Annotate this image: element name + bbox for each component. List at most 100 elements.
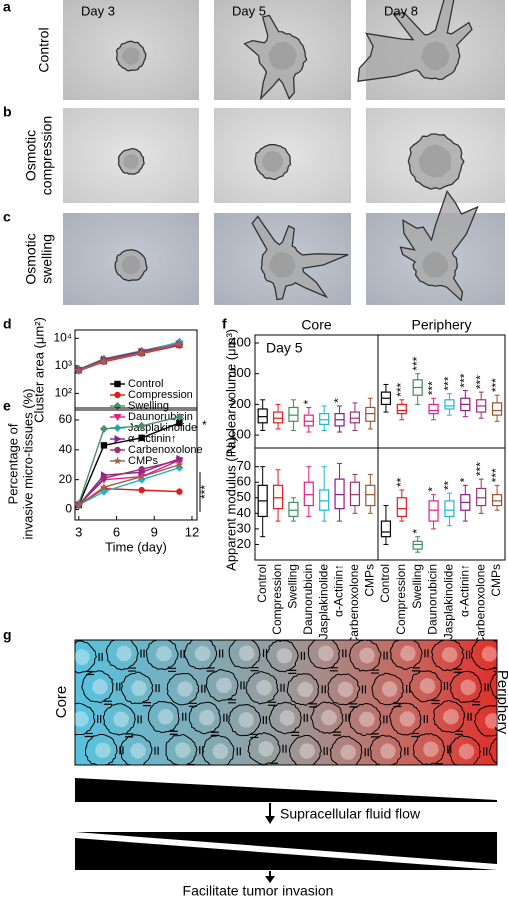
tumor-cell [120, 734, 153, 765]
y-tick-label: 60 [237, 474, 251, 489]
marker [176, 488, 183, 495]
junction [280, 683, 285, 692]
tumor-cell [413, 732, 446, 765]
panel-label: g [3, 627, 12, 643]
nucleus [216, 677, 232, 694]
panel-label: c [3, 209, 11, 225]
box [288, 406, 299, 422]
diagram-label: Core [53, 686, 70, 719]
tumor-cell [307, 640, 341, 670]
significance: ** [442, 480, 456, 490]
box [428, 403, 439, 415]
junction [106, 764, 115, 765]
junction [349, 703, 358, 708]
marker [74, 500, 83, 509]
tumor-cell [165, 733, 198, 765]
cell-texture [421, 41, 450, 71]
cell-texture [418, 144, 452, 178]
nucleus [155, 645, 172, 662]
tumor-cell [371, 672, 405, 706]
box [334, 478, 345, 510]
box [444, 399, 455, 410]
box [319, 413, 330, 425]
tumor-cell [310, 701, 344, 734]
junction [210, 731, 219, 736]
gradient-wedge [75, 778, 497, 802]
tumor-cell [75, 702, 96, 736]
nucleus [460, 679, 477, 696]
cell-texture [269, 251, 296, 278]
x-tick-label: Jasplakinolide [442, 564, 456, 640]
row-label: Osmotic [23, 233, 39, 284]
tumor-cell [102, 703, 136, 736]
nucleus [320, 709, 338, 726]
legend-label: Carbenoxolone [128, 444, 203, 456]
y-tick-label: 40 [237, 505, 251, 520]
marker [138, 434, 145, 442]
gradient-label: Stiffness gradient [88, 850, 189, 865]
junction [206, 667, 215, 672]
marker [175, 460, 184, 469]
cell-layer [75, 640, 497, 765]
tumor-cell [145, 640, 179, 671]
nucleus [423, 741, 439, 758]
junction [269, 762, 278, 764]
nucleus [157, 708, 174, 725]
tumor-cell [228, 640, 261, 669]
box [257, 408, 268, 424]
junction [383, 651, 388, 660]
tumor-cell [449, 670, 483, 703]
tumor-cell [389, 640, 423, 670]
nucleus [113, 711, 130, 728]
tumor-cell [448, 735, 481, 765]
significance: *** [473, 375, 487, 389]
significance: * [410, 529, 424, 534]
significance: *** [457, 373, 471, 387]
marker [175, 339, 184, 348]
y-tick-label: 50 [237, 489, 251, 504]
nucleus [485, 712, 497, 729]
junction [329, 667, 338, 672]
junction [332, 731, 341, 736]
box [288, 501, 299, 518]
axes-frame [377, 447, 506, 561]
x-tick-label: Control [255, 564, 269, 603]
cell-texture [123, 153, 139, 169]
junction [321, 685, 326, 694]
tumor-cell [389, 702, 422, 736]
x-tick-label: Daunorubicin [301, 564, 315, 635]
box [303, 481, 314, 507]
significance: *** [489, 378, 503, 392]
marker [100, 442, 108, 449]
cell [399, 190, 479, 302]
significance: * [332, 398, 346, 403]
column-label: Day 5 [232, 3, 266, 18]
tumor-cell [268, 701, 302, 735]
junction [371, 669, 380, 674]
marker [99, 356, 108, 365]
junction [496, 734, 497, 740]
junction [154, 746, 159, 755]
junction [86, 670, 95, 676]
legend-marker [114, 380, 121, 388]
x-tick-label: Jasplakinolide [316, 564, 330, 640]
series-line [78, 459, 180, 506]
cell-texture [261, 151, 284, 173]
junction [137, 715, 142, 724]
junction [455, 730, 464, 735]
nucleus [443, 708, 460, 725]
junction [98, 653, 103, 662]
x-axis-label: Time (day) [105, 539, 167, 554]
junction [404, 747, 409, 756]
nucleus [400, 645, 416, 662]
y-tick-label: 60 [59, 412, 73, 426]
junction [370, 733, 379, 738]
tumor-cell [166, 672, 200, 706]
junction [303, 713, 308, 722]
column-title: Periphery [412, 317, 472, 333]
x-tick-label: 3 [75, 524, 82, 539]
junction [103, 700, 112, 705]
tumor-cell [288, 735, 322, 765]
significance: *** [426, 381, 440, 395]
tumor-cell [474, 705, 497, 737]
